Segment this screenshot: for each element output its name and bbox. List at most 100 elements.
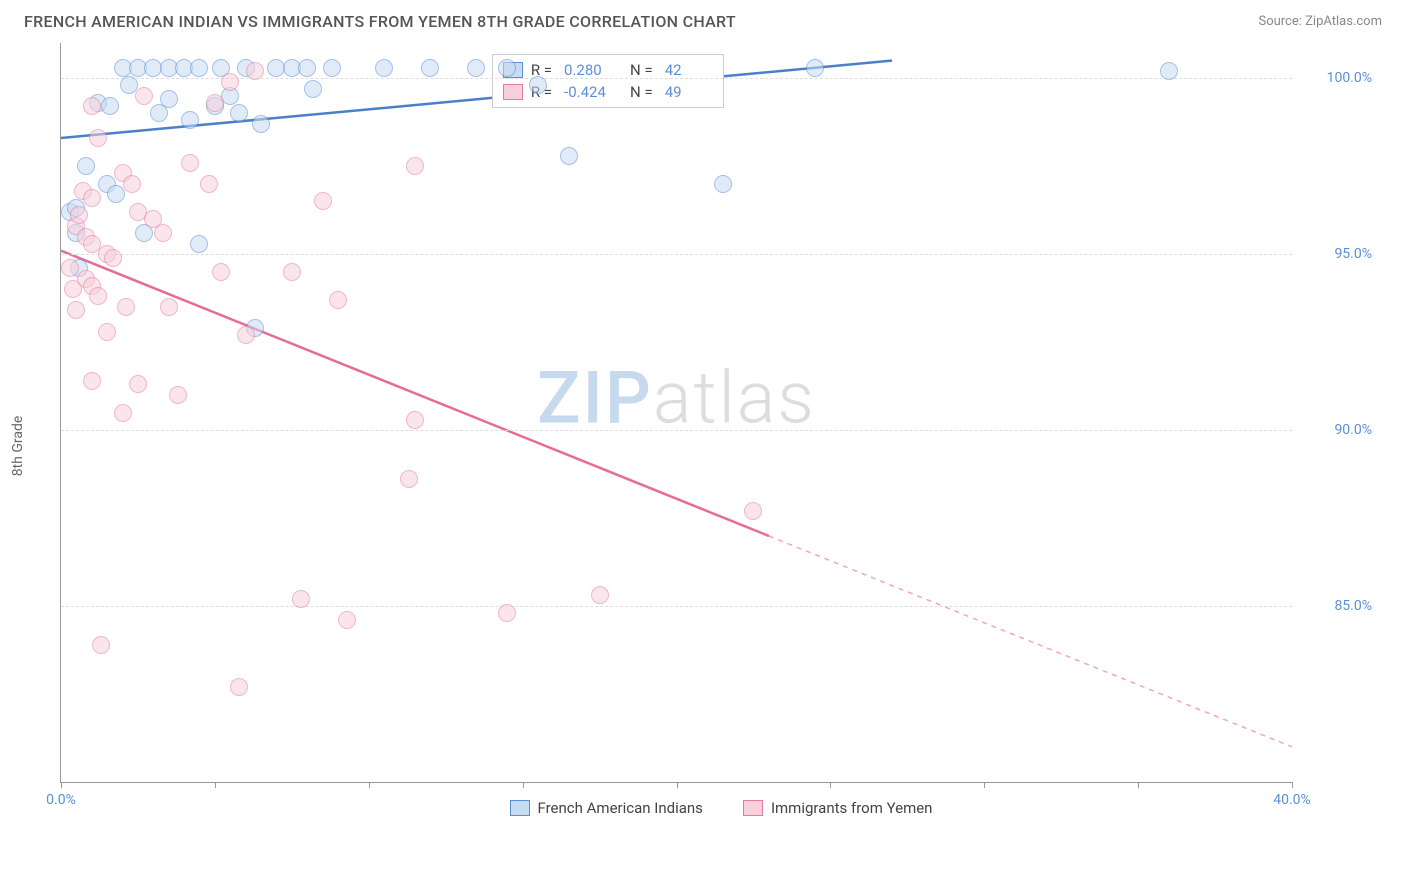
x-tick <box>1138 782 1139 788</box>
trend-line-dashed <box>769 536 1292 747</box>
scatter-point <box>206 94 224 112</box>
x-tick <box>830 782 831 788</box>
scatter-point <box>298 59 316 77</box>
scatter-point <box>338 611 356 629</box>
trend-line-solid <box>61 251 769 536</box>
scatter-point <box>467 59 485 77</box>
scatter-point <box>498 59 516 77</box>
scatter-point <box>70 206 88 224</box>
y-tick-label: 100.0% <box>1302 70 1372 86</box>
chart-area: ZIPatlas R =0.280N =42R =-0.424N =49 85.… <box>60 43 1382 823</box>
scatter-point <box>160 298 178 316</box>
scatter-point <box>83 97 101 115</box>
y-axis-label: 8th Grade <box>10 416 26 477</box>
scatter-point <box>591 586 609 604</box>
stats-r-value: -0.424 <box>564 83 612 101</box>
scatter-point <box>406 411 424 429</box>
scatter-point <box>806 59 824 77</box>
stats-n-value: 42 <box>665 61 713 79</box>
scatter-point <box>292 590 310 608</box>
x-tick <box>215 782 216 788</box>
y-tick-label: 95.0% <box>1302 246 1372 262</box>
scatter-point <box>83 189 101 207</box>
legend-swatch <box>743 800 763 816</box>
scatter-point <box>283 263 301 281</box>
x-tick <box>369 782 370 788</box>
legend-swatch <box>510 800 530 816</box>
scatter-point <box>92 636 110 654</box>
gridline <box>61 606 1292 607</box>
scatter-point <box>117 298 135 316</box>
scatter-point <box>83 372 101 390</box>
scatter-point <box>230 678 248 696</box>
scatter-point <box>98 323 116 341</box>
scatter-point <box>160 90 178 108</box>
gridline <box>61 78 1292 79</box>
legend-item: French American Indians <box>510 799 703 817</box>
x-tick <box>677 782 678 788</box>
scatter-point <box>237 326 255 344</box>
chart-source: Source: ZipAtlas.com <box>1258 14 1382 29</box>
scatter-point <box>104 249 122 267</box>
scatter-point <box>221 73 239 91</box>
scatter-point <box>190 235 208 253</box>
scatter-point <box>400 470 418 488</box>
scatter-point <box>230 104 248 122</box>
scatter-point <box>744 502 762 520</box>
scatter-point <box>375 59 393 77</box>
source-link[interactable]: ZipAtlas.com <box>1305 14 1382 29</box>
scatter-point <box>135 87 153 105</box>
scatter-point <box>181 111 199 129</box>
scatter-point <box>246 62 264 80</box>
stats-n-label: N = <box>630 83 653 101</box>
scatter-point <box>304 80 322 98</box>
scatter-point <box>498 604 516 622</box>
scatter-point <box>101 97 119 115</box>
watermark-atlas: atlas <box>653 355 816 440</box>
scatter-point <box>323 59 341 77</box>
x-tick <box>61 782 62 788</box>
scatter-point <box>77 157 95 175</box>
scatter-point <box>190 59 208 77</box>
chart-title: FRENCH AMERICAN INDIAN VS IMMIGRANTS FRO… <box>24 12 736 31</box>
legend: French American Indians Immigrants from Y… <box>60 799 1382 817</box>
scatter-point <box>200 175 218 193</box>
scatter-point <box>89 129 107 147</box>
scatter-point <box>89 287 107 305</box>
scatter-point <box>421 59 439 77</box>
scatter-point <box>329 291 347 309</box>
scatter-point <box>154 224 172 242</box>
stats-n-label: N = <box>630 61 653 79</box>
scatter-point <box>169 386 187 404</box>
stats-swatch <box>503 84 523 100</box>
stats-n-value: 49 <box>665 83 713 101</box>
watermark: ZIPatlas <box>537 355 816 440</box>
scatter-point <box>560 147 578 165</box>
legend-label: French American Indians <box>538 799 703 817</box>
scatter-point <box>107 185 125 203</box>
scatter-point <box>123 175 141 193</box>
trend-lines <box>61 43 1292 782</box>
chart-header: FRENCH AMERICAN INDIAN VS IMMIGRANTS FRO… <box>0 0 1406 39</box>
scatter-point <box>129 375 147 393</box>
scatter-point <box>529 76 547 94</box>
legend-label: Immigrants from Yemen <box>771 799 933 817</box>
scatter-point <box>252 115 270 133</box>
scatter-point <box>406 157 424 175</box>
scatter-point <box>314 192 332 210</box>
source-prefix: Source: <box>1258 14 1305 29</box>
scatter-point <box>1160 62 1178 80</box>
scatter-point <box>212 263 230 281</box>
gridline <box>61 254 1292 255</box>
gridline <box>61 430 1292 431</box>
x-tick <box>1292 782 1293 788</box>
y-tick-label: 90.0% <box>1302 422 1372 438</box>
scatter-point <box>67 301 85 319</box>
x-tick <box>523 782 524 788</box>
legend-item: Immigrants from Yemen <box>743 799 933 817</box>
y-tick-label: 85.0% <box>1302 598 1372 614</box>
plot-region: ZIPatlas R =0.280N =42R =-0.424N =49 85.… <box>60 43 1292 783</box>
scatter-point <box>114 404 132 422</box>
scatter-point <box>181 154 199 172</box>
scatter-point <box>714 175 732 193</box>
